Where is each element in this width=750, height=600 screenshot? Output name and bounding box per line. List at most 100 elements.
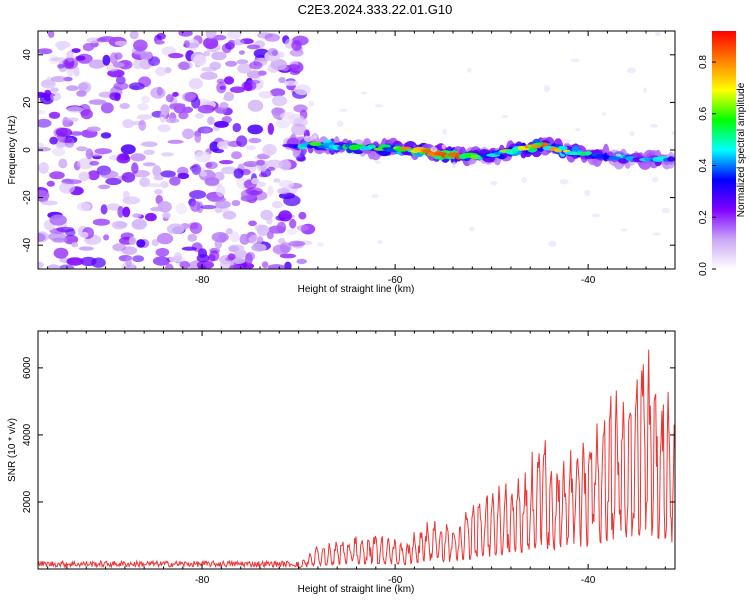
heatmap-noise-cell — [288, 64, 301, 71]
heatmap-noise-cell — [183, 40, 190, 48]
heatmap-noise-cell — [63, 234, 79, 245]
heatmap-noise-cell — [46, 180, 55, 187]
heatmap-noise-cell — [75, 55, 86, 61]
heatmap-noise-cell — [132, 213, 142, 219]
heatmap-noise-cell — [98, 184, 111, 190]
heatmap-noise-cell — [371, 194, 379, 199]
heatmap-noise-cell — [166, 223, 185, 235]
snr-x-label: Height of straight line (km) — [298, 584, 415, 595]
heatmap-noise-cell — [225, 60, 238, 67]
heatmap-noise-cell — [38, 261, 44, 269]
heatmap-noise-cell — [451, 161, 457, 169]
heatmap-noise-cell — [133, 39, 148, 52]
heatmap-noise-cell — [38, 142, 44, 148]
heatmap-noise-cell — [209, 141, 220, 152]
heatmap-noise-cell — [258, 91, 273, 99]
heatmap-noise-cell — [621, 228, 628, 232]
heatmap-noise-cell — [120, 144, 136, 155]
heatmap-noise-cell — [543, 85, 550, 92]
heatmap-noise-cell — [194, 151, 211, 163]
heatmap-noise-cell — [190, 200, 201, 212]
heatmap-noise-cell — [223, 76, 235, 85]
heatmap-noise-cell — [203, 128, 211, 134]
heatmap-noise-cell — [501, 114, 508, 119]
heatmap-noise-cell — [55, 40, 71, 49]
heatmap-noise-cell — [255, 159, 265, 166]
heatmap-noise-cell — [211, 232, 229, 243]
heatmap-noise-cell — [278, 77, 286, 84]
heatmap-noise-cell — [162, 212, 171, 220]
heatmap-noise-cell — [73, 66, 80, 77]
colorbar-tick-label: 0.6 — [698, 106, 709, 120]
heatmap-noise-cell — [441, 144, 446, 150]
heatmap-noise-cell — [112, 62, 125, 68]
heatmap-noise-cell — [375, 160, 382, 164]
heatmap-noise-cell — [88, 99, 107, 105]
heatmap-noise-cell — [204, 105, 214, 111]
heatmap-noise-cell — [245, 187, 263, 196]
heatmap-noise-cell — [50, 87, 59, 93]
heatmap-noise-cell — [55, 127, 73, 137]
snr-ticks: -80 -60 -40 2000 4000 6000 — [22, 331, 675, 586]
heatmap-noise-cell — [295, 156, 307, 162]
colorbar-tick-label: 0.8 — [698, 55, 709, 69]
heatmap-noise-cell — [377, 239, 383, 245]
heatmap-noise-cell — [223, 91, 235, 102]
heatmap-noise-cell — [266, 231, 274, 240]
heatmap-signal-cell — [667, 156, 675, 162]
heatmap-noise-cell — [121, 172, 136, 183]
heatmap-noise-cell — [216, 81, 227, 94]
heatmap-noise-cell — [62, 57, 79, 70]
heatmap-noise-cell — [205, 161, 218, 170]
heatmap-noise-cell — [233, 38, 245, 46]
heatmap-noise-cell — [53, 247, 69, 259]
heatmap-noise-cell — [56, 226, 75, 233]
heatmap-noise-cell — [148, 56, 161, 67]
heatmap-noise-cell — [211, 51, 227, 61]
heatmap-noise-cell — [626, 67, 636, 74]
snr-series-line — [38, 349, 675, 569]
heatmap-noise-cell — [138, 76, 152, 88]
spectrogram-y-label: Frequency (Hz) — [7, 116, 18, 185]
heatmap-noise-cell — [154, 189, 163, 195]
heatmap-noise-cell — [152, 256, 170, 266]
heatmap-noise-cell — [182, 128, 195, 140]
heatmap-noise-cell — [203, 37, 219, 49]
heatmap-noise-cell — [155, 66, 167, 77]
heatmap-noise-cell — [136, 114, 153, 120]
heatmap-noise-cell — [304, 136, 314, 143]
heatmap-noise-cell — [264, 33, 281, 42]
spectrogram-y-tick-label: 20 — [22, 96, 33, 108]
heatmap-noise-cell — [170, 103, 186, 108]
heatmap-noise-cell — [229, 264, 244, 269]
heatmap-noise-cell — [209, 61, 222, 70]
heatmap-noise-cell — [157, 201, 172, 213]
heatmap-noise-cell — [294, 84, 311, 96]
heatmap-noise-cell — [131, 218, 147, 230]
heatmap-noise-cell — [98, 36, 117, 42]
heatmap-noise-cell — [601, 112, 607, 116]
heatmap-noise-cell — [246, 70, 262, 79]
heatmap-noise-cell — [651, 176, 659, 183]
heatmap-noise-cell — [76, 90, 87, 97]
heatmap-noise-cell — [267, 48, 279, 56]
heatmap-noise-cell — [116, 154, 131, 164]
heatmap-noise-cell — [51, 76, 67, 83]
heatmap-noise-cell — [244, 253, 253, 265]
heatmap-noise-cell — [152, 165, 162, 177]
heatmap-noise-cell — [243, 161, 259, 167]
spectrogram-x-label: Height of straight line (km) — [298, 284, 415, 295]
heatmap-noise-cell — [215, 200, 231, 209]
heatmap-noise-cell — [106, 203, 121, 211]
heatmap-noise-cell — [548, 240, 557, 247]
heatmap-noise-cell — [284, 261, 292, 269]
heatmap-noise-cell — [289, 218, 297, 229]
heatmap-noise-cell — [249, 61, 263, 70]
heatmap-noise-cell — [121, 246, 138, 255]
heatmap-noise-cell — [584, 189, 591, 197]
heatmap-noise-cell — [156, 32, 166, 40]
heatmap-noise-cell — [41, 200, 58, 206]
heatmap-noise-cell — [139, 177, 151, 188]
spectrogram-y-tick-label: -40 — [22, 238, 33, 253]
heatmap-noise-cell — [59, 181, 75, 194]
